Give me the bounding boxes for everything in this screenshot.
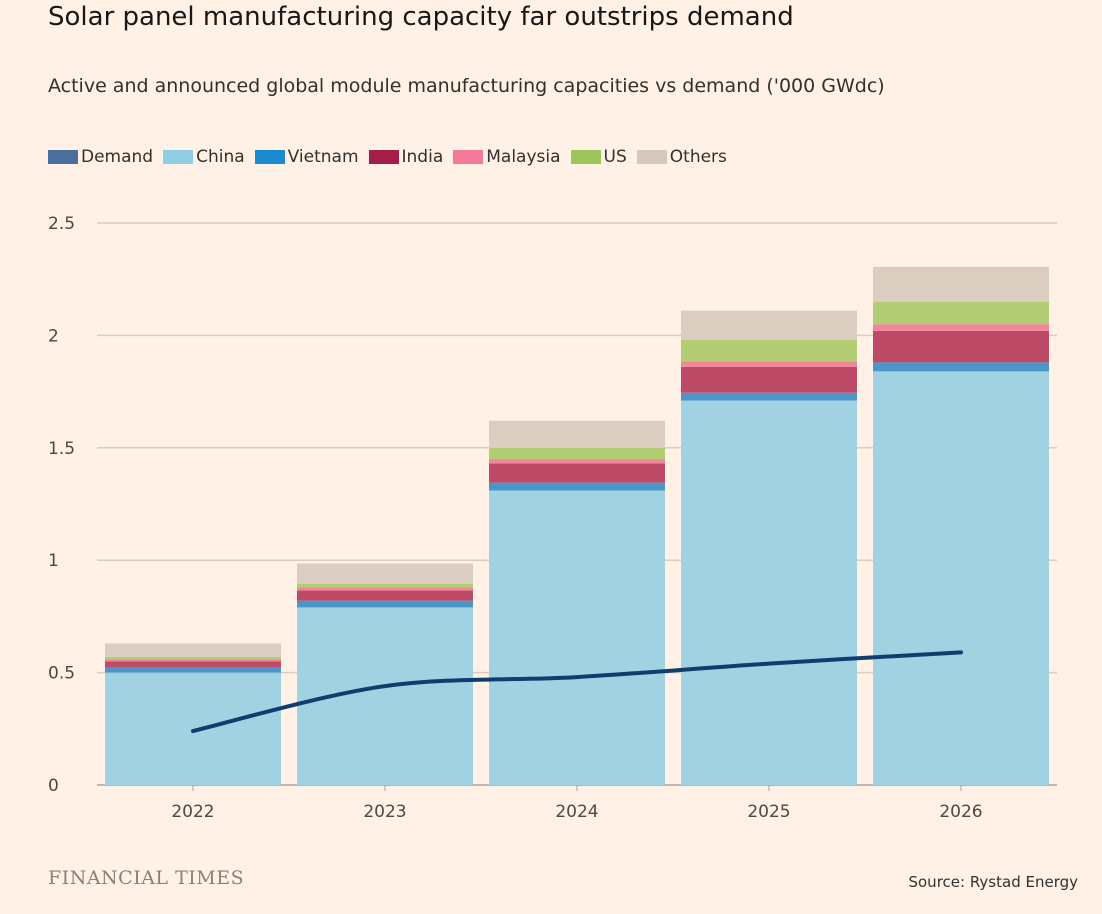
y-tick-label: 1.5 (48, 439, 75, 459)
bar-malaysia-2025 (681, 361, 857, 367)
bar-india-2023 (297, 590, 473, 601)
legend-swatch (254, 150, 285, 164)
bar-vietnam-2024 (489, 482, 665, 491)
y-tick-label: 0.5 (48, 664, 75, 684)
bar-others-2024 (489, 420, 665, 448)
chart-subtitle: Active and announced global module manuf… (48, 75, 885, 97)
legend-item-us: US (570, 147, 627, 167)
legend-swatch (48, 150, 78, 164)
legend-swatch (368, 150, 399, 164)
legend-item-vietnam: Vietnam (254, 147, 359, 167)
legend: Demand China Vietnam India Malaysia US Others (48, 147, 727, 167)
bar-india-2026 (873, 330, 1049, 363)
legend-label: Malaysia (486, 147, 561, 167)
bar-us-2022 (105, 656, 281, 660)
bar-others-2022 (105, 643, 281, 657)
bar-others-2023 (297, 563, 473, 584)
legend-label: US (603, 147, 627, 167)
bar-us-2024 (489, 447, 665, 460)
bar-others-2026 (873, 266, 1049, 302)
x-tick-label: 2023 (363, 802, 406, 822)
legend-label: Demand (81, 147, 154, 167)
bar-malaysia-2022 (105, 659, 281, 662)
legend-item-others: Others (636, 147, 727, 167)
bar-others-2025 (681, 310, 857, 340)
y-tick-label: 1 (48, 551, 59, 571)
bar-us-2023 (297, 583, 473, 588)
bar-vietnam-2022 (105, 666, 281, 673)
legend-label: China (196, 147, 245, 167)
legend-item-china: China (163, 147, 245, 167)
y-tick-label: 2 (48, 326, 59, 346)
source-note: Source: Rystad Energy (908, 873, 1078, 891)
bar-china-2025 (681, 400, 857, 785)
bar-us-2026 (873, 301, 1049, 325)
bar-vietnam-2026 (873, 362, 1049, 372)
legend-label: Others (669, 147, 727, 167)
legend-item-india: India (368, 147, 444, 167)
bar-vietnam-2025 (681, 392, 857, 401)
x-tick-label: 2022 (171, 802, 214, 822)
legend-swatch (163, 150, 194, 164)
x-tick-label: 2025 (747, 802, 790, 822)
bar-vietnam-2023 (297, 600, 473, 608)
demand-line (191, 650, 963, 734)
bar-china-2022 (105, 672, 281, 785)
bar-india-2022 (105, 661, 281, 667)
chart-title: Solar panel manufacturing capacity far o… (48, 2, 794, 32)
bar-china-2026 (873, 371, 1049, 785)
bar-malaysia-2026 (873, 324, 1049, 331)
legend-swatch (636, 150, 667, 164)
bar-india-2024 (489, 463, 665, 483)
x-tick-label: 2024 (555, 802, 598, 822)
legend-swatch (453, 150, 484, 164)
ft-logo: FINANCIAL TIMES (48, 867, 245, 889)
y-tick-label: 0 (48, 776, 59, 796)
legend-label: India (401, 147, 444, 167)
legend-item-malaysia: Malaysia (453, 147, 561, 167)
legend-swatch (570, 150, 601, 164)
bar-china-2024 (489, 490, 665, 785)
bar-india-2025 (681, 366, 857, 393)
bar-malaysia-2023 (297, 587, 473, 591)
y-tick-label: 2.5 (48, 214, 75, 234)
bar-malaysia-2024 (489, 459, 665, 464)
legend-item-demand: Demand (48, 147, 153, 167)
legend-label: Vietnam (287, 147, 359, 167)
bar-us-2025 (681, 339, 857, 362)
x-tick-label: 2026 (939, 802, 982, 822)
